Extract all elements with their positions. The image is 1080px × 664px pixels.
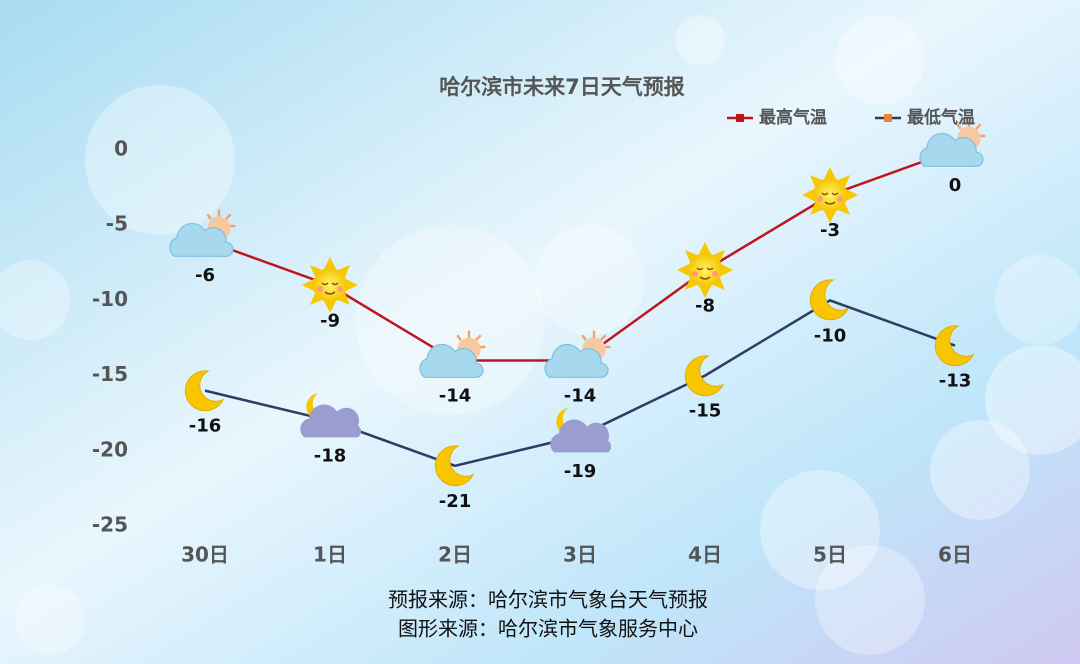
x-tick-label: 3日 <box>563 543 597 567</box>
data-label: -14 <box>564 386 597 407</box>
y-tick-label: 0 <box>114 137 128 161</box>
x-tick-label: 4日 <box>688 543 722 567</box>
data-label: -16 <box>189 416 222 437</box>
data-label: -3 <box>820 220 840 241</box>
x-tick-label: 30日 <box>181 543 229 567</box>
footer-source: 图形来源：哈尔滨市气象服务中心 <box>398 617 698 641</box>
labels: 0 -5 -10 -15 -20 -25 30日 1日 2日 3日 4日 5日 6日 -6 -9 -14 -14… <box>92 107 975 567</box>
y-tick-label: -20 <box>92 437 128 461</box>
x-tick-label: 2日 <box>438 543 472 567</box>
y-tick-label: -10 <box>92 287 128 311</box>
data-label: -18 <box>314 446 347 467</box>
data-label: -10 <box>814 325 847 346</box>
y-tick-label: -25 <box>92 513 128 537</box>
legend-marker <box>884 114 892 122</box>
legend-label: 最低气温 <box>907 107 975 128</box>
legend-marker <box>736 114 744 122</box>
footer-source: 预报来源：哈尔滨市气象台天气预报 <box>388 588 708 612</box>
data-label: -14 <box>439 386 472 407</box>
legend-label: 最高气温 <box>759 107 827 128</box>
y-tick-label: -15 <box>92 362 128 386</box>
data-label: -19 <box>564 461 597 482</box>
data-label: -15 <box>689 401 722 422</box>
x-tick-label: 6日 <box>938 543 972 567</box>
data-label: -13 <box>939 371 972 392</box>
bokeh <box>0 15 1080 655</box>
y-tick-label: -5 <box>106 212 128 236</box>
chart-title: 哈尔滨市未来7日天气预报 <box>439 75 685 99</box>
data-label: 0 <box>949 175 962 196</box>
x-tick-label: 1日 <box>313 543 347 567</box>
weather-icon <box>676 241 734 299</box>
data-label: -6 <box>195 265 215 286</box>
weather-icon <box>301 256 359 314</box>
data-label: -8 <box>695 295 715 316</box>
data-label: -21 <box>439 491 472 512</box>
x-tick-label: 5日 <box>813 543 847 567</box>
data-label: -9 <box>320 310 340 331</box>
weather-icon <box>801 166 859 224</box>
